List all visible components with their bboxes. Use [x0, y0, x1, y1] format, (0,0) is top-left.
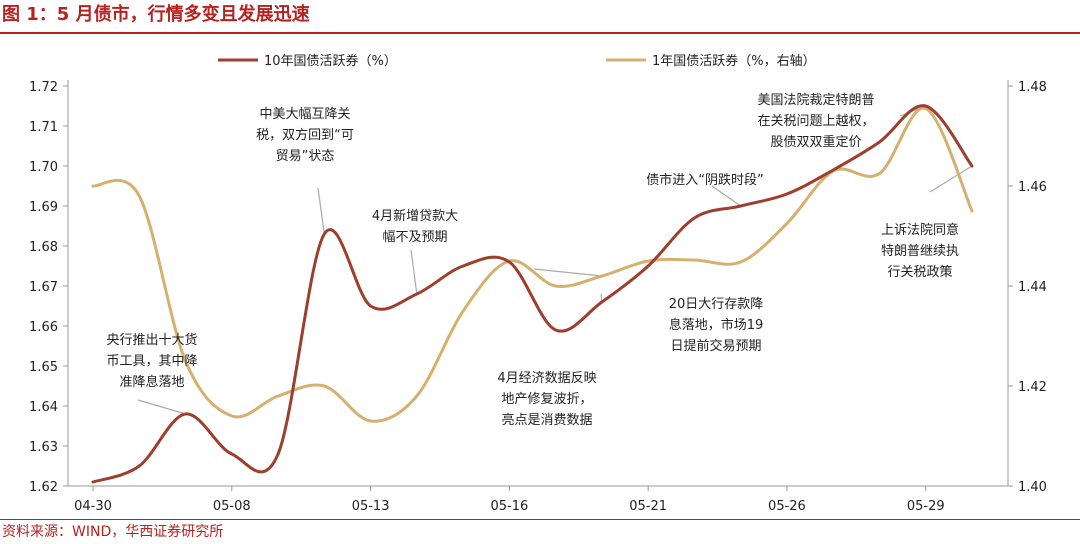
- left-y-tick-label: 1.69: [29, 200, 58, 215]
- annotation-line: 4月经济数据反映: [497, 371, 596, 386]
- annotation-line: 日提前交易预期: [670, 338, 761, 354]
- legend-label: 10年国债活跃券（%）: [264, 53, 397, 69]
- left-y-tick-label: 1.70: [29, 160, 58, 175]
- legend-label: 1年国债活跃券（%，右轴）: [652, 53, 816, 69]
- annotation-line: 4月新增贷款大: [372, 208, 458, 224]
- annotation-text: 央行推出十大货币工具，其中降准降息落地: [106, 332, 197, 390]
- annotation-line: 地产修复波折，: [501, 392, 592, 407]
- line-chart: 10年国债活跃券（%） 1年国债活跃券（%，右轴） 1.621.631.641.6…: [29, 53, 1047, 514]
- title-divider: [0, 32, 1080, 34]
- annotation-line: 贸易”状态: [276, 149, 335, 164]
- legend: 10年国债活跃券（%） 1年国债活跃券（%，右轴）: [218, 53, 816, 69]
- annotation-text: 债市进入“阴跌时段”: [646, 172, 763, 188]
- callout-line: [317, 187, 325, 235]
- annotation-line: 行关税政策: [887, 264, 952, 280]
- right-y-tick-label: 1.48: [1018, 80, 1047, 95]
- x-tick-label: 05-08: [213, 499, 251, 514]
- left-y-tick-label: 1.67: [29, 280, 58, 295]
- left-y-tick-label: 1.65: [29, 360, 58, 375]
- annotation-line: 中美大幅互降关: [259, 107, 350, 122]
- annotation-text: 4月新增贷款大幅不及预期: [372, 208, 458, 245]
- right-y-tick-label: 1.44: [1018, 280, 1047, 295]
- annotation-line: 在关税问题上越权，: [757, 113, 874, 129]
- x-tick-label: 05-16: [490, 499, 528, 514]
- left-y-tick-label: 1.63: [29, 440, 58, 455]
- annotation-line: 股债双双重定价: [770, 134, 861, 150]
- left-y-tick-label: 1.72: [29, 80, 58, 95]
- left-y-tick-label: 1.64: [29, 400, 58, 415]
- annotation-text: 美国法院裁定特朗普在关税问题上越权， 股债双双重定价: [757, 92, 874, 150]
- x-tick-label: 05-29: [907, 499, 945, 514]
- annotation-line: 亮点是消费数据: [501, 412, 592, 428]
- annotation-line: 幅不及预期: [382, 230, 447, 245]
- right-y-tick-label: 1.42: [1018, 380, 1047, 395]
- callout-line: [137, 399, 186, 415]
- left-y-tick-label: 1.71: [29, 120, 58, 135]
- callout-line: [533, 268, 602, 277]
- chart-axes: [67, 80, 1009, 487]
- callout-line: [410, 249, 418, 295]
- annotation-line: 央行推出十大货: [106, 332, 197, 348]
- annotation-line: 准降息落地: [119, 374, 184, 390]
- annotation-text: 中美大幅互降关税，双方回到“可贸易”状态: [256, 107, 354, 164]
- annotation-line: 税，双方回到“可: [256, 127, 354, 143]
- x-tick-label: 05-21: [629, 499, 667, 514]
- x-tick-label: 05-26: [768, 499, 806, 514]
- left-y-tick-label: 1.62: [29, 480, 58, 495]
- footer-divider: [0, 519, 1080, 520]
- right-y-tick-label: 1.40: [1018, 480, 1047, 495]
- x-tick-label: 04-30: [74, 499, 112, 514]
- annotation-line: 20日大行存款降: [669, 297, 764, 312]
- tick-labels: 1.62 1.63 1.64 1.65 1.66 1.67 1.68 1.69 1.70 1.71…: [29, 80, 1047, 514]
- source-note: 资料来源：WIND，华西证券研究所: [2, 524, 224, 540]
- callout-line: [929, 165, 973, 193]
- annotation-line: 上诉法院同意: [881, 222, 959, 238]
- annotation-callouts: [137, 105, 973, 415]
- annotation-line: 币工具，其中降: [106, 354, 197, 369]
- x-tick-label: 05-13: [352, 499, 390, 514]
- annotation-line: 特朗普继续执: [881, 244, 959, 259]
- annotation-line: 息落地，市场19: [669, 317, 764, 333]
- series-10y-line: [91, 104, 974, 484]
- callout-line: [711, 185, 742, 207]
- left-y-tick-label: 1.66: [29, 320, 58, 335]
- annotation-text: 4月经济数据反映地产修复波折， 亮点是消费数据: [497, 371, 596, 428]
- right-y-tick-label: 1.46: [1018, 180, 1047, 195]
- figure-title: 图 1：5 月债市，行情多变且发展迅速: [2, 4, 310, 25]
- annotation-line: 债市进入“阴跌时段”: [646, 172, 763, 188]
- annotation-line: 美国法院裁定特朗普: [757, 92, 874, 108]
- series-lines: [91, 104, 974, 484]
- left-y-tick-label: 1.68: [29, 240, 58, 255]
- annotation-texts: 中美大幅互降关税，双方回到“可贸易”状态 4月新增贷款大幅不及预期央行推出十大货币…: [106, 92, 959, 428]
- annotation-text: 20日大行存款降息落地，市场19 日提前交易预期: [669, 297, 764, 354]
- annotation-text: 上诉法院同意特朗普继续执行关税政策: [881, 222, 959, 280]
